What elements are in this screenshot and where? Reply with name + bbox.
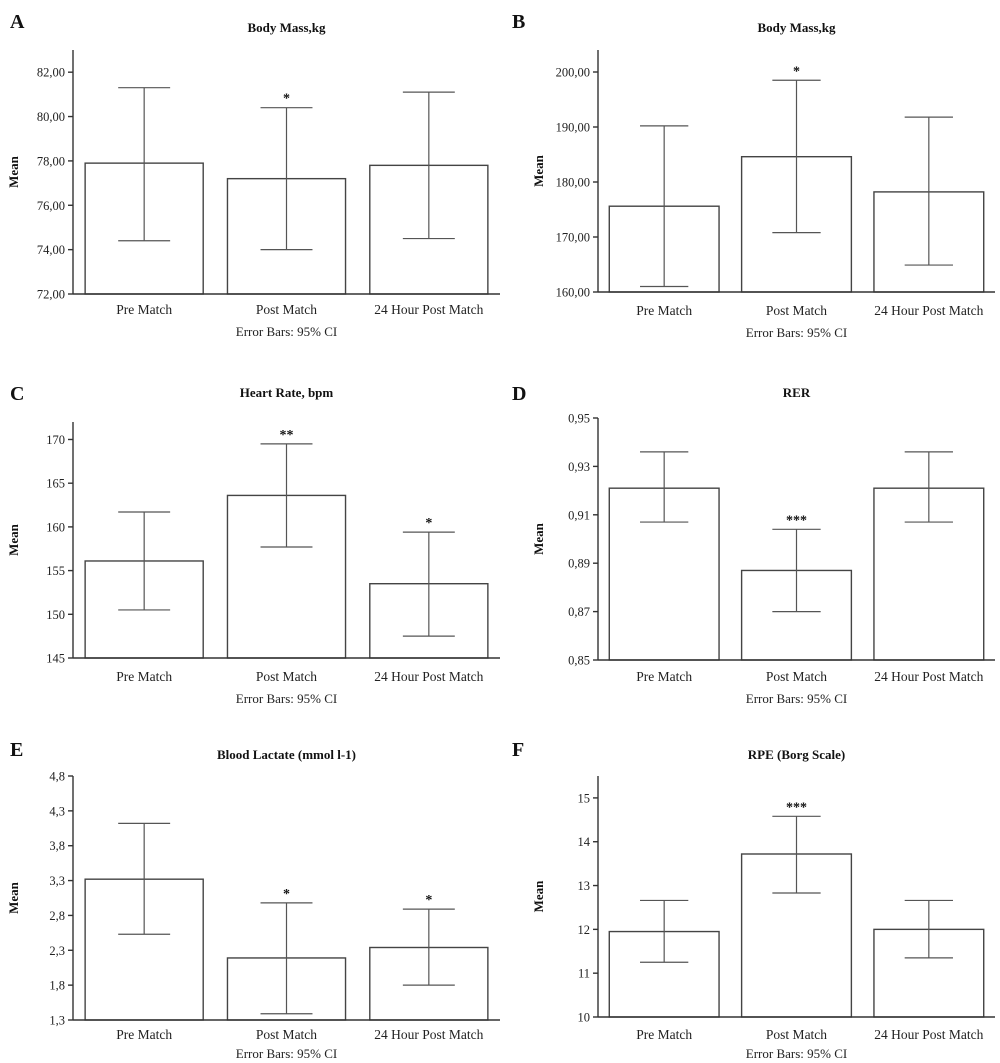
y-tick-label: 170,00 bbox=[556, 231, 590, 245]
chart-title: Blood Lactate (mmol l-1) bbox=[217, 747, 356, 762]
y-tick-label: 160,00 bbox=[556, 286, 590, 300]
significance-marker-2: * bbox=[793, 64, 800, 79]
y-tick-label: 2,3 bbox=[49, 944, 65, 958]
x-category-label: Post Match bbox=[766, 303, 827, 318]
x-category-label: 24 Hour Post Match bbox=[374, 1027, 483, 1042]
x-category-label: Pre Match bbox=[636, 303, 692, 318]
y-axis-label: Mean bbox=[6, 523, 21, 556]
x-category-label: Post Match bbox=[256, 1027, 317, 1042]
chart-panel-f: F RPE (Borg Scale) *** 10 11 12 13 14 15 Pre Matc… bbox=[512, 739, 995, 1061]
error-bars-caption: Error Bars: 95% CI bbox=[746, 325, 847, 340]
y-tick-label: 76,00 bbox=[37, 199, 65, 213]
chart-panel-e: E Blood Lactate (mmol l-1) * * 1,3 1,8 2,3 2,8 3… bbox=[6, 739, 500, 1061]
y-tick-label: 1,3 bbox=[49, 1014, 65, 1028]
y-tick-label: 145 bbox=[46, 652, 65, 666]
chart-title: Body Mass,kg bbox=[757, 20, 836, 35]
significance-marker-3: * bbox=[425, 893, 432, 908]
y-tick-label: 10 bbox=[578, 1011, 591, 1025]
y-tick-label: 180,00 bbox=[556, 176, 590, 190]
y-tick-label: 3,8 bbox=[49, 839, 65, 853]
y-tick-label: 82,00 bbox=[37, 66, 65, 80]
significance-marker-2: ** bbox=[280, 428, 294, 443]
y-tick-label: 11 bbox=[578, 967, 590, 981]
chart-panel-a: A Body Mass,kg * 72,00 74,00 76,00 78,00 80,00 8… bbox=[6, 11, 500, 339]
panel-letter: E bbox=[10, 739, 23, 761]
y-tick-label: 0,87 bbox=[568, 605, 590, 619]
error-bars-caption: Error Bars: 95% CI bbox=[746, 691, 847, 706]
y-tick-label: 0,85 bbox=[568, 654, 590, 668]
y-tick-label: 4,3 bbox=[49, 804, 65, 818]
y-tick-label: 190,00 bbox=[556, 121, 590, 135]
significance-marker-2: *** bbox=[786, 800, 807, 815]
y-tick-label: 170 bbox=[46, 433, 65, 447]
significance-marker-3: * bbox=[425, 516, 432, 531]
chart-title: RPE (Borg Scale) bbox=[748, 747, 845, 762]
panel-letter: A bbox=[10, 11, 25, 33]
x-category-label: Post Match bbox=[766, 1027, 827, 1042]
y-tick-label: 0,95 bbox=[568, 412, 590, 426]
y-axis-label: Mean bbox=[6, 881, 21, 914]
y-tick-label: 1,8 bbox=[49, 979, 65, 993]
x-category-label: Pre Match bbox=[636, 1027, 692, 1042]
x-category-label: 24 Hour Post Match bbox=[374, 669, 483, 684]
y-tick-label: 165 bbox=[46, 477, 65, 491]
x-category-label: Pre Match bbox=[116, 1027, 172, 1042]
panel-letter: B bbox=[512, 11, 525, 33]
x-category-label: 24 Hour Post Match bbox=[874, 1027, 983, 1042]
chart-panel-c: C Heart Rate, bpm***145150155160165170Pre… bbox=[6, 383, 500, 706]
y-tick-label: 74,00 bbox=[37, 243, 65, 257]
x-category-label: Post Match bbox=[766, 669, 827, 684]
y-axis-label: Mean bbox=[531, 522, 546, 555]
y-tick-label: 0,93 bbox=[568, 460, 590, 474]
y-tick-label: 4,8 bbox=[49, 770, 65, 784]
x-category-label: Post Match bbox=[256, 302, 317, 317]
significance-marker-2: *** bbox=[786, 513, 807, 528]
y-tick-label: 12 bbox=[578, 923, 591, 937]
panel-letter: C bbox=[10, 383, 24, 405]
y-tick-label: 0,89 bbox=[568, 557, 590, 571]
y-tick-label: 78,00 bbox=[37, 154, 65, 168]
chart-panel-d: D RER *** 0,85 0,87 0,89 0,91 0,93 0,95 Pre Match… bbox=[512, 383, 995, 706]
y-tick-label: 160 bbox=[46, 520, 65, 534]
significance-marker-2: * bbox=[283, 92, 290, 107]
y-axis-label: Mean bbox=[531, 880, 546, 913]
chart-panel-b: B Body Mass,kg * 160,00 170,00 180,00 190,00 20… bbox=[512, 11, 995, 340]
y-tick-label: 200,00 bbox=[556, 66, 590, 80]
chart-title: Heart Rate, bpm bbox=[240, 385, 334, 400]
y-tick-label: 2,8 bbox=[49, 909, 65, 923]
chart-title: Body Mass,kg bbox=[247, 20, 326, 35]
y-tick-label: 3,3 bbox=[49, 874, 65, 888]
y-tick-label: 150 bbox=[46, 608, 65, 622]
y-tick-label: 14 bbox=[578, 835, 591, 849]
panel-letter: D bbox=[512, 383, 526, 405]
significance-marker-2: * bbox=[283, 887, 290, 902]
error-bars-caption: Error Bars: 95% CI bbox=[236, 324, 337, 339]
x-category-label: 24 Hour Post Match bbox=[874, 669, 983, 684]
x-category-label: Pre Match bbox=[116, 302, 172, 317]
y-tick-label: 13 bbox=[578, 879, 591, 893]
x-category-label: Pre Match bbox=[636, 669, 692, 684]
y-tick-label: 155 bbox=[46, 564, 65, 578]
y-axis-label: Mean bbox=[6, 155, 21, 188]
y-tick-label: 72,00 bbox=[37, 288, 65, 302]
chart-title: RER bbox=[783, 385, 811, 400]
y-tick-label: 80,00 bbox=[37, 110, 65, 124]
panel-letter: F bbox=[512, 739, 524, 761]
x-category-label: Post Match bbox=[256, 669, 317, 684]
error-bars-caption: Error Bars: 95% CI bbox=[746, 1046, 847, 1061]
x-category-label: 24 Hour Post Match bbox=[874, 303, 983, 318]
y-tick-label: 15 bbox=[578, 791, 591, 805]
x-category-label: Pre Match bbox=[116, 669, 172, 684]
error-bars-caption: Error Bars: 95% CI bbox=[236, 691, 337, 706]
y-tick-label: 0,91 bbox=[568, 508, 590, 522]
error-bars-caption: Error Bars: 95% CI bbox=[236, 1046, 337, 1061]
y-axis-label: Mean bbox=[531, 154, 546, 187]
x-category-label: 24 Hour Post Match bbox=[374, 302, 483, 317]
